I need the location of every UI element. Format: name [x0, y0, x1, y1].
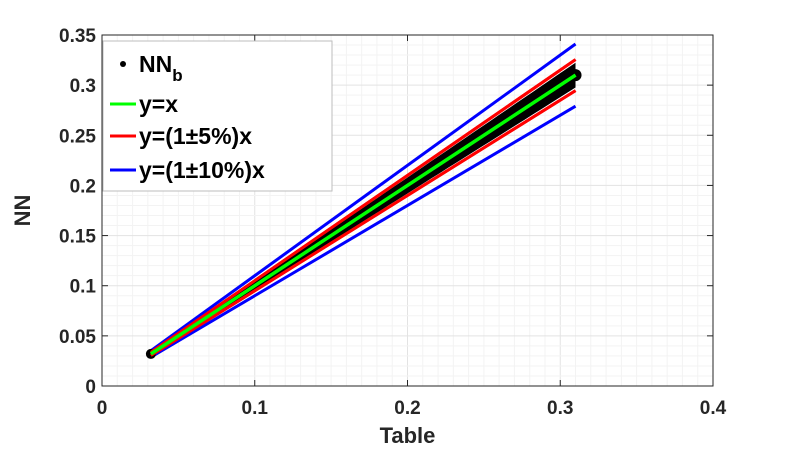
- legend-label-main: y=(1±10%)x: [139, 157, 265, 183]
- y-tick-label: 0: [85, 377, 96, 398]
- ref-line-overlay: [150, 89, 577, 357]
- x-tick-label: 0.4: [700, 398, 727, 419]
- ref-line-overlay: [150, 58, 577, 354]
- legend-label: y=(1±5%)x: [139, 123, 252, 149]
- y-tick-label: 0.3: [70, 76, 96, 97]
- legend-label-main: y=(1±5%)x: [139, 123, 252, 149]
- y-axis-label: NN: [10, 195, 35, 227]
- x-tick-label: 0: [97, 398, 108, 419]
- y-tick-label: 0.1: [70, 277, 97, 298]
- ticks: 0 0.1 0.2 0.3 0.4 0 0.05 0.1 0.15 0.2 0.25 0.3 0.35: [59, 26, 727, 419]
- y-tick-label: 0.15: [59, 227, 96, 248]
- legend-label: y=(1±10%)x: [139, 157, 265, 183]
- legend-label: y=x: [139, 91, 178, 117]
- x-tick-label: 0.1: [242, 398, 269, 419]
- legend-label-main: NN: [139, 51, 172, 77]
- legend-box: [102, 40, 333, 192]
- legend-label: NNb: [139, 51, 183, 85]
- ref-line: [150, 42, 577, 352]
- identity-line: [149, 73, 577, 356]
- x-axis-label: Table: [380, 423, 436, 448]
- scatter-series: [145, 58, 582, 359]
- legend-label-main: y=x: [139, 91, 178, 117]
- x-tick-label: 0.3: [547, 398, 573, 419]
- y-tick-label: 0.25: [59, 126, 96, 147]
- legend-marker-dot: [120, 61, 126, 67]
- ref-line: [150, 104, 577, 359]
- scatter-band: [150, 62, 576, 356]
- legend-label-subscript: b: [172, 66, 182, 85]
- legend: NNb y=x y=(1±5%)x y=(1±10%)x: [102, 40, 333, 192]
- y-tick-label: 0.2: [70, 176, 96, 197]
- y-tick-label: 0.35: [59, 26, 96, 47]
- x-tick-label: 0.2: [394, 398, 420, 419]
- y-tick-label: 0.05: [59, 327, 96, 348]
